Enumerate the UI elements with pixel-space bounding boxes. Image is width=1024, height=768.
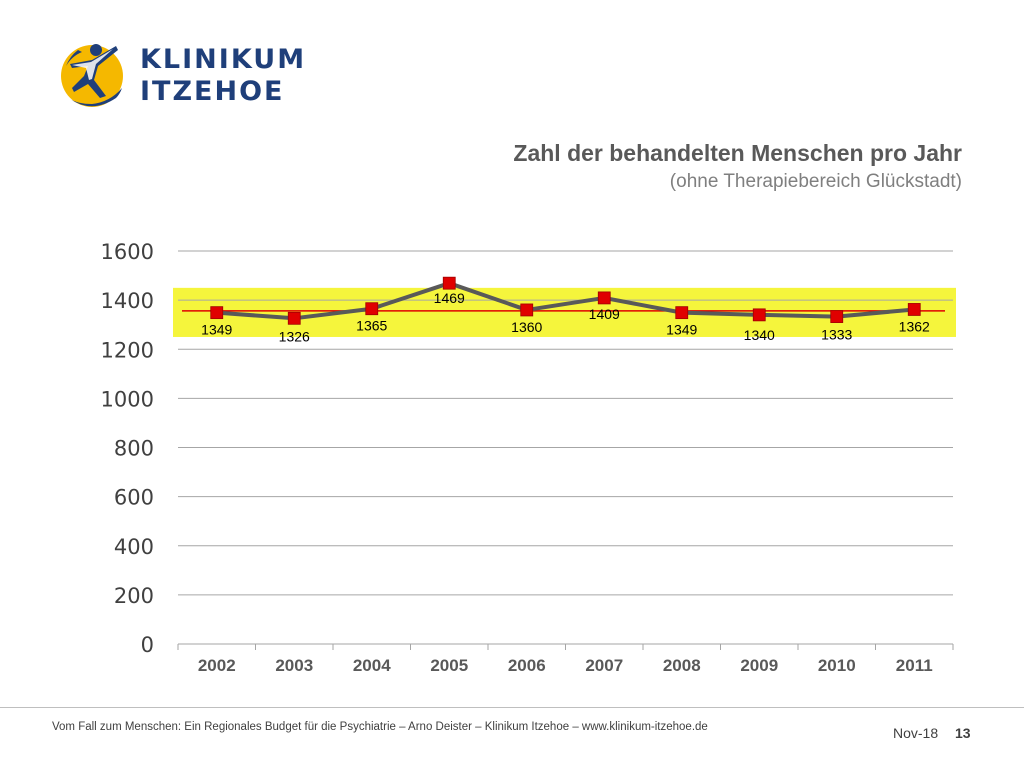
x-tick-label: 2009 (740, 656, 778, 675)
series-line (216, 281, 915, 321)
y-tick-label: 400 (114, 535, 154, 559)
y-tick-label: 1200 (101, 338, 154, 362)
y-tick-label: 1400 (101, 289, 154, 313)
y-tick-label: 0 (141, 633, 154, 657)
data-point-marker (675, 306, 689, 320)
data-label: 1360 (511, 319, 542, 335)
data-label: 1349 (201, 322, 232, 338)
y-tick-label: 600 (114, 486, 154, 510)
footer-date: Nov-18 (893, 725, 939, 741)
logo-text-line1: KLINIKUM (140, 44, 307, 75)
x-tick-label: 2004 (353, 656, 391, 675)
data-label: 1365 (356, 318, 387, 334)
data-label: 1349 (666, 322, 697, 338)
data-label: 1469 (434, 290, 465, 306)
logo-text-line2: ITZEHOE (140, 76, 285, 107)
y-tick-label: 200 (114, 584, 154, 608)
y-tick-label: 1600 (101, 240, 154, 264)
running-person-icon (61, 44, 123, 107)
footer-divider (0, 707, 1024, 708)
x-tick-label: 2008 (663, 656, 701, 675)
x-tick-label: 2011 (896, 656, 933, 675)
data-point-marker (597, 291, 611, 305)
line-chart: 0 200 400 600 800 1000 1200 1400 1600 2002 2003 200… (101, 240, 956, 675)
y-tick-label: 800 (114, 437, 154, 461)
data-point-marker (365, 302, 379, 316)
data-point-marker (907, 303, 921, 316)
x-tick-label: 2002 (198, 656, 236, 675)
data-point-marker (210, 306, 224, 320)
x-tick-label: 2003 (275, 656, 313, 675)
data-label: 1409 (589, 306, 620, 322)
logo: KLINIKUM ITZEHOE (58, 36, 304, 116)
x-tick-label: 2005 (430, 656, 468, 675)
page-number: 13 (955, 725, 971, 741)
highlight-band (173, 287, 956, 337)
data-point-marker (752, 308, 766, 322)
data-point-marker (442, 276, 456, 290)
chart-title-block: Zahl der behandelten Menschen pro Jahr (… (513, 140, 962, 193)
x-tick-label: 2006 (508, 656, 546, 675)
footer-text: Vom Fall zum Menschen: Ein Regionales Bu… (52, 721, 708, 733)
data-point-marker (520, 303, 534, 317)
y-tick-label: 1000 (101, 387, 154, 411)
x-tick-label: 2010 (818, 656, 856, 675)
data-label: 1333 (821, 327, 852, 343)
chart-subtitle: (ohne Therapiebereich Glückstadt) (669, 171, 962, 192)
data-point-marker (287, 311, 301, 325)
data-point-marker (830, 310, 844, 323)
data-label: 1362 (899, 318, 930, 334)
chart-title: Zahl der behandelten Menschen pro Jahr (513, 140, 962, 166)
x-tick-label: 2007 (585, 656, 623, 675)
data-label: 1326 (279, 328, 310, 344)
data-label: 1340 (744, 327, 775, 343)
